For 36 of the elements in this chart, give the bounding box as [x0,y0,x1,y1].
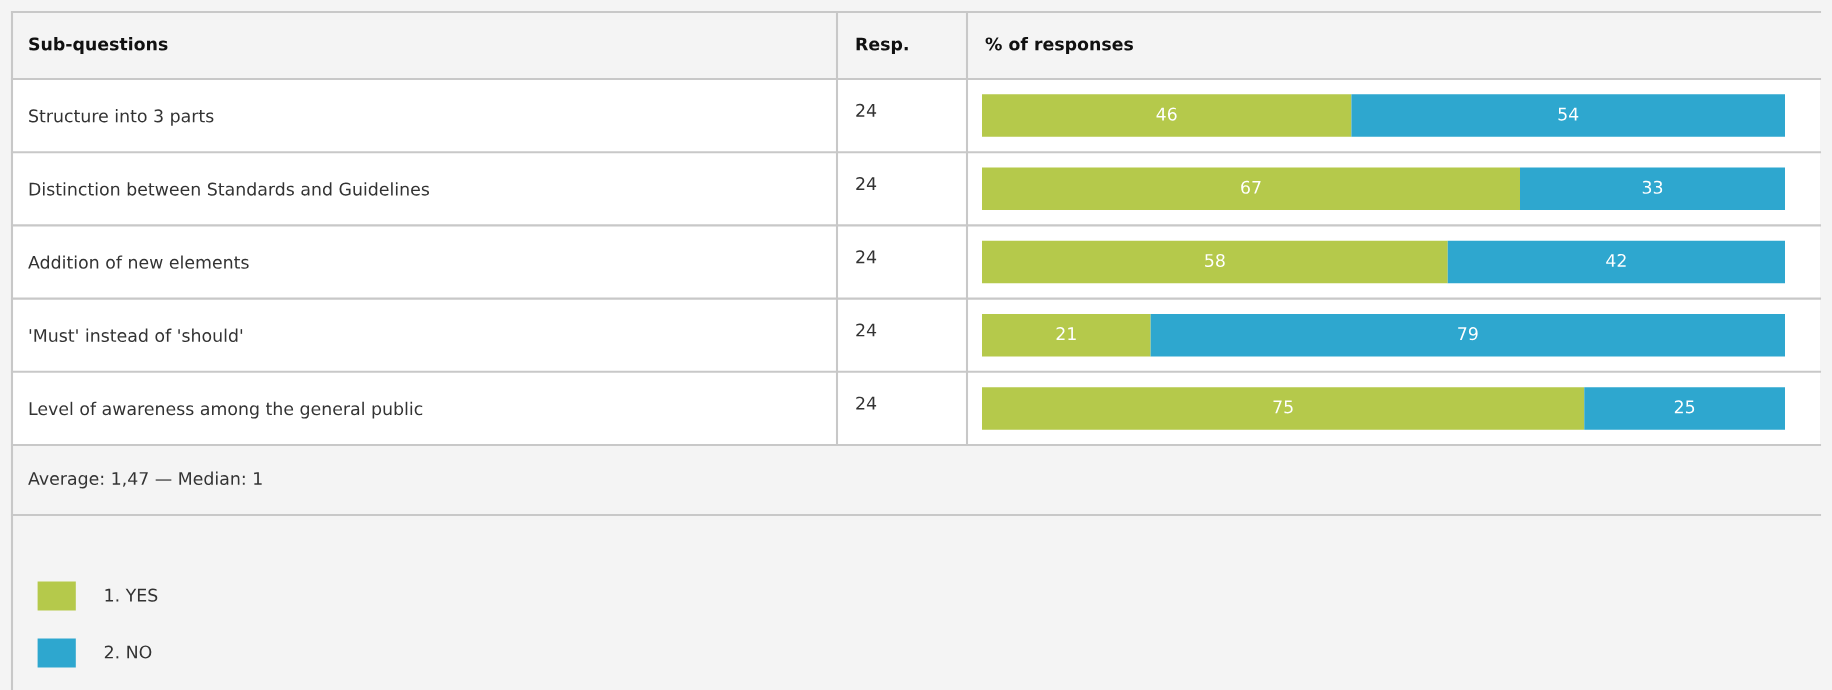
data-label: 54 [1558,107,1579,121]
legend-label: 2. NO [104,645,152,659]
text: 24 [856,323,877,337]
text: 24 [856,177,877,190]
text: 24 [856,103,877,117]
data-label: 67 [1241,180,1261,194]
data-label: 58 [1205,253,1225,268]
data-label: 21 [1056,327,1076,340]
data-label: 25 [1674,400,1695,414]
y-tick-label: Level of awareness among the general public [29,401,423,419]
data-label: 46 [1156,107,1177,121]
bar [1584,387,1785,430]
y-tick-label: Structure into 3 parts [29,109,214,126]
bar [982,313,1151,357]
text: Sub-questions [29,37,168,54]
text: Resp. [856,37,908,54]
bar [1150,313,1785,357]
bar [982,94,1352,137]
text: 24 [856,396,877,410]
data-label: 42 [1606,253,1626,267]
bar [1520,167,1785,211]
y-tick-label: Distinction between Standards and Guidelines [29,182,430,196]
y-tick-label: 'Must' instead of 'should' [29,328,243,343]
y-tick-label: Addition of new elements [28,255,249,269]
bar [1447,240,1785,284]
data-label: 79 [1458,327,1478,341]
bar [982,167,1521,211]
text: % of responses [985,37,1133,54]
text: Average: 1,47 — Median: 1 [28,471,262,489]
data-label: 75 [1273,400,1293,414]
bar [982,240,1448,284]
bar [1351,94,1785,137]
legend-label: 1. YES [105,588,158,602]
text: 24 [856,250,877,264]
bar [982,387,1585,430]
data-label: 33 [1642,180,1663,194]
